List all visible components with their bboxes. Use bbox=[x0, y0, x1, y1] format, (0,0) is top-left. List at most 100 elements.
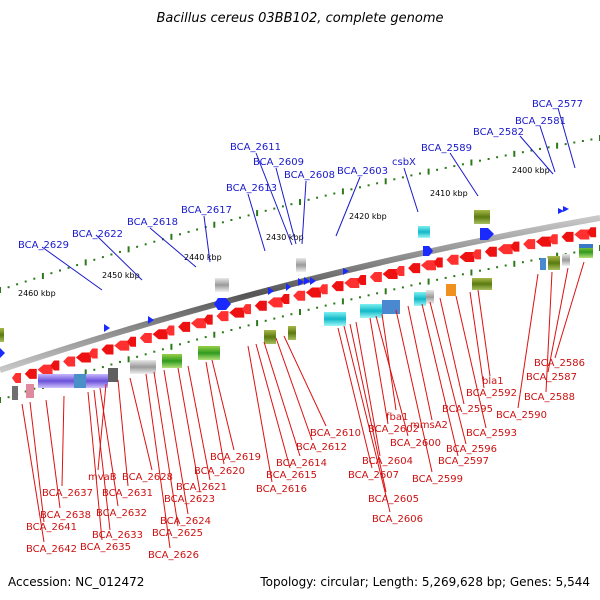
scale-minor-tick bbox=[496, 156, 499, 159]
gene-label: csbX bbox=[392, 157, 416, 168]
gene-label: BCA_2590 bbox=[496, 410, 547, 421]
gene-label: BCA_2625 bbox=[152, 528, 203, 539]
gene-arrow-blue bbox=[0, 348, 5, 358]
scale-minor-tick bbox=[376, 292, 379, 295]
gene-arrow-red bbox=[75, 352, 91, 363]
gene-box-olive bbox=[548, 256, 560, 270]
scale-minor-tick bbox=[93, 368, 96, 371]
gene-arrow-red bbox=[548, 234, 558, 245]
gene-arrow-red bbox=[382, 268, 398, 279]
gene-box-gray bbox=[426, 290, 434, 304]
scale-minor-tick bbox=[436, 278, 439, 281]
scale-minor-tick bbox=[230, 329, 233, 331]
scale-major-tick bbox=[384, 178, 387, 185]
gene-arrow-red bbox=[37, 364, 53, 375]
scale-minor-tick bbox=[419, 282, 421, 285]
scale-major-tick bbox=[41, 273, 44, 279]
scale-minor-tick bbox=[530, 149, 533, 152]
gene-label: BCA_2599 bbox=[412, 474, 463, 485]
scale-major-tick bbox=[0, 287, 1, 293]
scale-minor-tick bbox=[324, 304, 327, 307]
gene-label: BCA_2638 bbox=[40, 510, 91, 521]
gene-arrow-red bbox=[114, 340, 130, 351]
gene-box-blue bbox=[579, 244, 593, 248]
gene-label: BCA_2623 bbox=[164, 494, 215, 505]
gene-label: BCA_2603 bbox=[337, 166, 388, 177]
gene-label: BCA_2624 bbox=[160, 516, 211, 527]
scale-minor-tick bbox=[479, 269, 481, 272]
gene-label: BCA_2632 bbox=[96, 508, 147, 519]
scale-minor-tick bbox=[367, 294, 370, 297]
gene-label: BCA_2602 bbox=[368, 424, 419, 435]
scale-minor-tick bbox=[539, 147, 541, 150]
scale-minor-tick bbox=[333, 302, 336, 305]
scale-minor-tick bbox=[59, 269, 61, 272]
gene-box-green bbox=[198, 346, 220, 360]
gene-label: BCA_2613 bbox=[226, 183, 277, 194]
scale-label-2400: 2400 kbp bbox=[512, 166, 550, 175]
gene-label: BCA_2609 bbox=[253, 157, 304, 168]
scale-minor-tick bbox=[359, 296, 361, 299]
gene-label: mvaB bbox=[88, 472, 117, 483]
gene-arrow-red bbox=[88, 348, 98, 359]
gene-label: fba1 bbox=[386, 412, 408, 423]
gene-arrow-red bbox=[459, 252, 475, 263]
gene-arrow-red bbox=[484, 246, 497, 257]
scale-minor-tick bbox=[136, 245, 139, 248]
gene-label: BCA_2600 bbox=[390, 438, 441, 449]
gene-arrow-red bbox=[510, 241, 520, 252]
scale-major-tick bbox=[513, 150, 516, 157]
scale-major-tick bbox=[513, 260, 516, 267]
gene-arrow-red bbox=[587, 227, 597, 238]
gene-label: BCA_2635 bbox=[80, 542, 131, 553]
scale-minor-tick bbox=[410, 174, 413, 177]
scale-minor-tick bbox=[419, 172, 421, 175]
gene-arrow-blue bbox=[104, 324, 110, 332]
gene-label: BCA_2597 bbox=[438, 456, 489, 467]
scale-major-tick bbox=[299, 309, 301, 315]
gene-arrow-red bbox=[12, 373, 21, 384]
gene-arrow-red bbox=[280, 294, 290, 305]
gene-label: BCA_2595 bbox=[442, 404, 493, 415]
scale-major-tick bbox=[341, 298, 344, 305]
figure-title: Bacillus cereus 03BB102, complete genome bbox=[156, 11, 443, 26]
scale-minor-tick bbox=[101, 366, 104, 369]
gene-arrow-red bbox=[229, 307, 245, 318]
gene-label: BCA_2577 bbox=[532, 99, 583, 110]
gene-box-cyan bbox=[418, 226, 430, 238]
scale-minor-tick bbox=[110, 253, 113, 256]
scale-major-tick bbox=[127, 246, 130, 253]
scale-minor-tick bbox=[273, 207, 276, 210]
scale-minor-tick bbox=[479, 159, 481, 162]
scale-minor-tick bbox=[221, 331, 224, 334]
gene-label: BCA_2642 bbox=[26, 544, 77, 555]
gene-arrow-red bbox=[331, 281, 344, 292]
scale-major-tick bbox=[256, 210, 259, 217]
gene-label: BCA_2607 bbox=[348, 470, 399, 481]
gene-label: BCA_2622 bbox=[72, 229, 123, 240]
scale-major-tick bbox=[170, 233, 173, 240]
gene-label: BCA_2641 bbox=[26, 522, 77, 533]
gene-box-cyan bbox=[414, 292, 426, 306]
gene-label: BCA_2617 bbox=[181, 205, 232, 216]
gene-label: BCA_2615 bbox=[266, 470, 317, 481]
scale-minor-tick bbox=[239, 216, 241, 219]
scale-minor-tick bbox=[316, 306, 319, 309]
gene-arrow-red bbox=[433, 257, 443, 268]
scale-major-tick bbox=[213, 221, 216, 228]
gene-arrow-red bbox=[24, 368, 37, 379]
scale-label-2450: 2450 kbp bbox=[102, 271, 140, 280]
gene-box-gray bbox=[296, 258, 306, 272]
gene-label: BCA_2589 bbox=[421, 143, 472, 154]
gene-label: BCA_2596 bbox=[446, 444, 497, 455]
gene-label: BCA_2620 bbox=[194, 466, 245, 477]
gene-label: BCA_2592 bbox=[466, 388, 517, 399]
scale-minor-tick bbox=[7, 286, 10, 289]
scale-minor-tick bbox=[307, 198, 310, 201]
gene-label: BCA_2587 bbox=[526, 372, 577, 383]
scale-minor-tick bbox=[333, 192, 336, 195]
scale-minor-tick bbox=[453, 165, 456, 168]
scale-minor-tick bbox=[16, 283, 19, 286]
scale-minor-tick bbox=[136, 355, 139, 358]
scale-minor-tick bbox=[590, 138, 593, 141]
